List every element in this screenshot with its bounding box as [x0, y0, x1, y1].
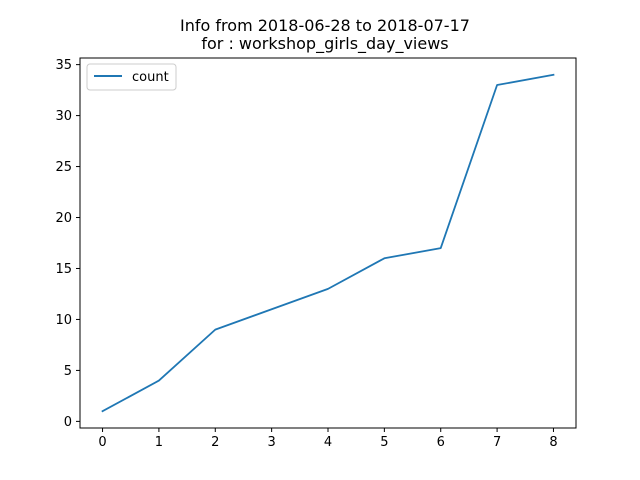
plot-area-frame — [79, 57, 577, 429]
y-tick-label: 10 — [55, 313, 72, 328]
y-axis-ticks: 0 5 10 15 20 25 30 35 — [55, 58, 80, 430]
chart-title-line2: for : workshop_girls_day_views — [201, 34, 448, 54]
x-tick-label: 5 — [380, 435, 388, 450]
y-tick-label: 30 — [55, 109, 72, 124]
x-tick-label: 3 — [267, 435, 275, 450]
y-tick-label: 35 — [55, 58, 72, 73]
x-tick-label: 4 — [324, 435, 332, 450]
y-tick-label: 0 — [64, 415, 72, 430]
x-tick-label: 6 — [437, 435, 445, 450]
chart-title-line1: Info from 2018-06-28 to 2018-07-17 — [180, 16, 470, 35]
legend-label-count: count — [132, 70, 169, 85]
x-tick-label: 8 — [549, 435, 557, 450]
y-tick-label: 20 — [55, 211, 72, 226]
y-tick-label: 5 — [64, 364, 72, 379]
x-tick-label: 2 — [211, 435, 219, 450]
x-tick-label: 7 — [493, 435, 501, 450]
series-layer — [101, 73, 555, 413]
legend-box — [86, 63, 177, 91]
y-tick-label: 15 — [55, 262, 72, 277]
legend: count — [86, 63, 177, 91]
x-tick-label: 1 — [155, 435, 163, 450]
x-tick-label: 0 — [98, 435, 106, 450]
series-line-count — [101, 73, 555, 413]
x-axis-ticks: 0 1 2 3 4 5 6 7 8 — [98, 428, 558, 450]
y-tick-label: 25 — [55, 160, 72, 175]
